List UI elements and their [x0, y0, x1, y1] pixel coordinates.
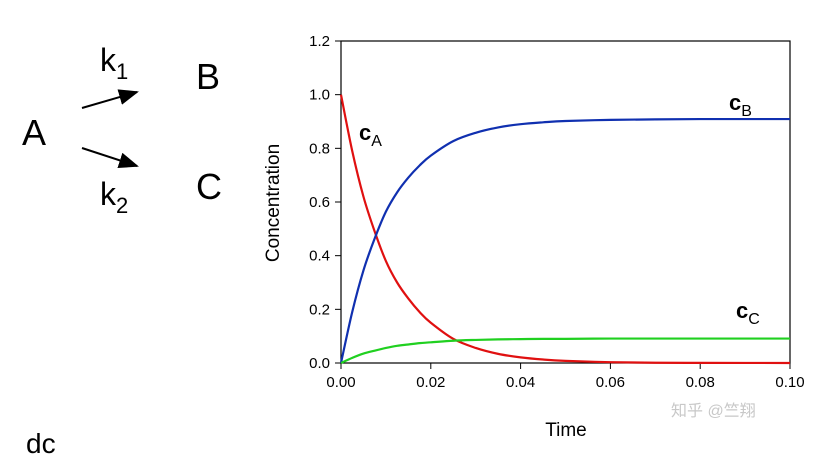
series-label-cA: cA [359, 120, 382, 150]
x-tick-label: 0.04 [506, 374, 535, 391]
plot-border [340, 40, 791, 364]
x-tick-label: 0.06 [596, 374, 625, 391]
series-label-cC: cC [736, 298, 760, 328]
plot-frame [340, 40, 791, 364]
y-tick-label: 0.6 [309, 194, 330, 211]
reactant-label: A [22, 112, 47, 153]
reaction-scheme: A B C k1 k2 [0, 0, 260, 260]
y-axis-label: Concentration [263, 144, 284, 262]
curve-labels: cA cB cC [359, 90, 760, 328]
watermark: 知乎 @竺翔 [671, 402, 756, 420]
series-label-cB: cB [729, 90, 752, 120]
x-tick-label: 0.10 [775, 374, 804, 391]
series-line-cB [339, 117, 790, 364]
product-b-label: B [196, 56, 221, 97]
x-axis-label: Time [545, 420, 587, 441]
x-tick-label: 0.00 [326, 374, 355, 391]
curves [339, 94, 791, 365]
reaction-arrows [81, 89, 139, 169]
y-tick-label: 0.8 [309, 140, 330, 157]
y-tick-label: 1.0 [309, 87, 330, 104]
arrow-to-c [81, 147, 139, 169]
y-tick-label: 0.0 [309, 355, 330, 372]
y-tick-label: 0.2 [309, 301, 330, 318]
product-c-label: C [196, 166, 222, 207]
rate-constant-k1: k1 [100, 42, 129, 84]
concentration-chart: 0.00 0.02 0.04 0.06 0.08 0.10 0.0 0.2 0.4 0.6 0.8 1… [263, 33, 805, 441]
x-tick-label: 0.08 [686, 374, 715, 391]
x-tick-label: 0.02 [416, 374, 445, 391]
y-tick-label: 0.4 [309, 248, 330, 265]
arrow-to-b [81, 89, 139, 109]
axis-ticks: 0.00 0.02 0.04 0.06 0.08 0.10 0.0 0.2 0.4 0.6 0.8 1… [309, 33, 804, 391]
series-line-cA [339, 94, 791, 365]
y-tick-label: 1.2 [309, 33, 330, 50]
rate-constant-k2: k2 [100, 176, 129, 218]
series-line-cC [340, 337, 790, 365]
